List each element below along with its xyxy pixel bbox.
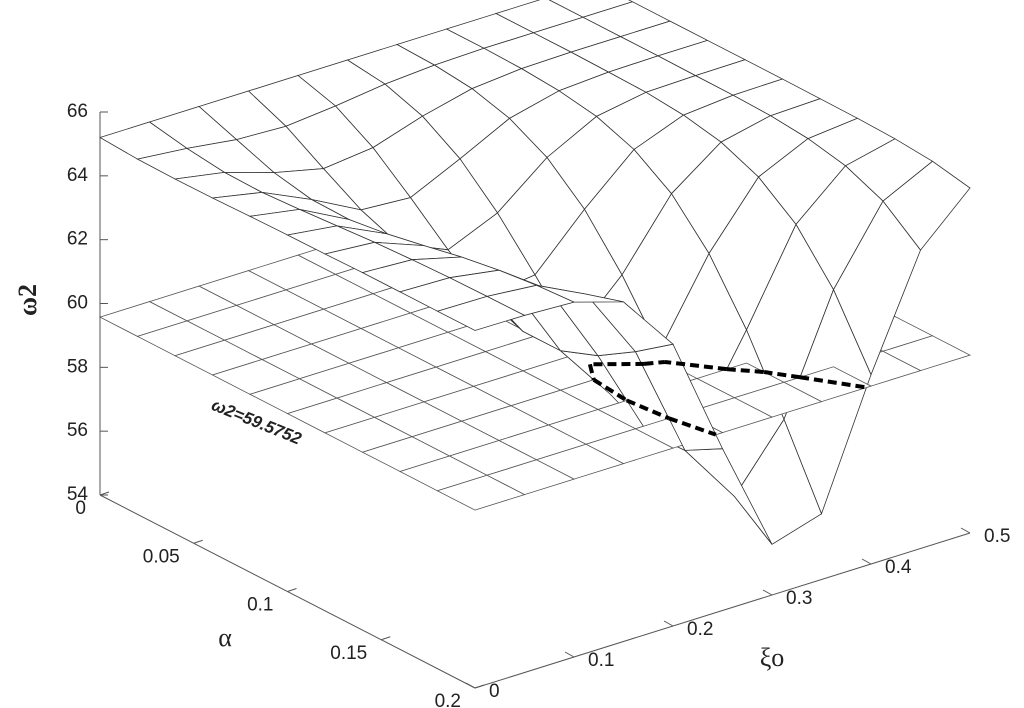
x-tick-label: 0.5	[984, 526, 1010, 547]
x-tick-label: 0.2	[687, 619, 713, 640]
intersection-line	[726, 367, 765, 375]
intersection-line	[668, 416, 717, 437]
intersection-line	[587, 363, 596, 381]
x-tick	[564, 651, 575, 658]
y-tick	[474, 684, 485, 689]
y-tick	[287, 588, 297, 592]
z-axis-label: ω2	[13, 284, 42, 316]
y-tick-label: 0.05	[143, 546, 180, 567]
y-axis-label: α	[218, 623, 232, 652]
y-tick-label: 0.15	[330, 643, 367, 664]
surface-cell	[436, 295, 526, 331]
x-tick	[861, 558, 872, 565]
y-tick-label: 0.1	[247, 595, 273, 616]
x-tick-label: 0.4	[885, 557, 912, 578]
intersection-line	[763, 370, 801, 380]
intersection-line	[644, 359, 666, 366]
y-tick-label: 0	[75, 498, 86, 519]
z-tick-label: 60	[67, 293, 88, 314]
intersection-line	[664, 359, 728, 372]
z-tick-label: 56	[67, 420, 88, 441]
surface-mesh	[98, 0, 972, 545]
x-axis-label: ξo	[760, 643, 785, 672]
x-tick	[663, 620, 674, 627]
x-tick	[762, 589, 773, 596]
plane-cell	[436, 474, 526, 511]
x-tick-label: 0	[489, 681, 500, 702]
x-tick-label: 0.1	[588, 650, 614, 671]
x-tick	[465, 682, 476, 689]
z-tick-label: 66	[67, 101, 88, 122]
z-tick-label: 62	[67, 229, 88, 250]
intersection-line	[799, 375, 867, 390]
y-tick-label: 0.2	[435, 691, 461, 708]
x-tick	[960, 527, 971, 534]
intersection-line	[592, 378, 628, 403]
y-tick	[193, 539, 203, 544]
y-tick	[99, 491, 110, 496]
z-tick-label: 54	[67, 484, 89, 505]
y-tick	[381, 636, 391, 641]
axis-line	[474, 532, 971, 689]
z-tick-label: 58	[67, 356, 88, 377]
x-tick-label: 0.3	[786, 588, 812, 609]
intersection-line	[625, 398, 670, 421]
z-tick-label: 64	[67, 165, 89, 186]
